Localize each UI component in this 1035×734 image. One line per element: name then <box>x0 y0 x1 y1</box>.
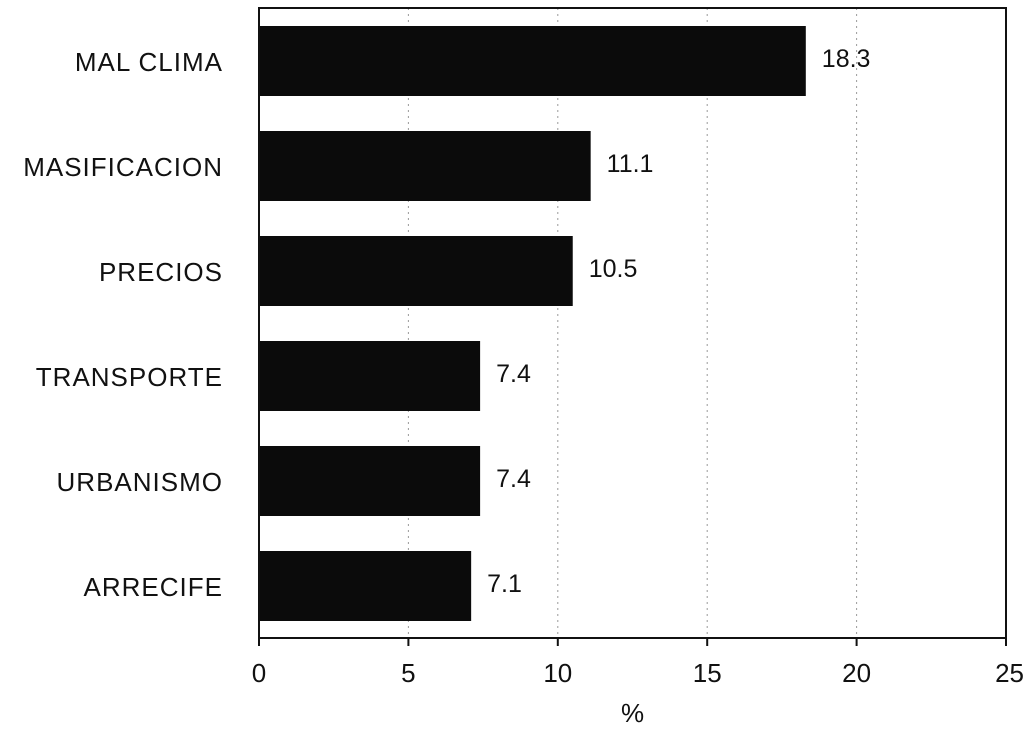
x-tick-label: 10 <box>543 658 572 688</box>
x-tick-label: 20 <box>842 658 871 688</box>
x-axis-ticks: 0 5 10 15 20 25 <box>252 638 1024 688</box>
x-tick-label: 5 <box>401 658 415 688</box>
category-label: URBANISMO <box>57 467 223 497</box>
value-label: 18.3 <box>822 45 871 73</box>
value-label: 7.4 <box>496 465 531 493</box>
x-axis-label: % <box>621 698 644 728</box>
bar <box>259 341 481 411</box>
value-labels: 18.3 11.1 10.5 7.4 7.4 7.1 <box>487 45 870 598</box>
x-tick-label: 0 <box>252 658 266 688</box>
category-label: PRECIOS <box>99 257 223 287</box>
category-label: TRANSPORTE <box>36 362 223 392</box>
value-label: 7.4 <box>496 360 531 388</box>
x-tick-label: 25 <box>995 658 1024 688</box>
category-labels: MAL CLIMA MASIFICACION PRECIOS TRANSPORTE UR… <box>23 47 223 602</box>
value-label: 10.5 <box>589 255 638 283</box>
value-label: 11.1 <box>607 150 654 178</box>
bar <box>259 446 481 516</box>
bars <box>259 26 806 621</box>
category-label: ARRECIFE <box>84 572 223 602</box>
bar <box>259 131 591 201</box>
value-label: 7.1 <box>487 570 522 598</box>
category-label: MAL CLIMA <box>75 47 223 77</box>
category-label: MASIFICACION <box>23 152 223 182</box>
grid-lines <box>407 8 858 638</box>
bar <box>259 236 573 306</box>
plot-frame <box>258 7 1007 639</box>
bar <box>259 551 472 621</box>
x-tick-label: 15 <box>693 658 722 688</box>
bar <box>259 26 806 96</box>
